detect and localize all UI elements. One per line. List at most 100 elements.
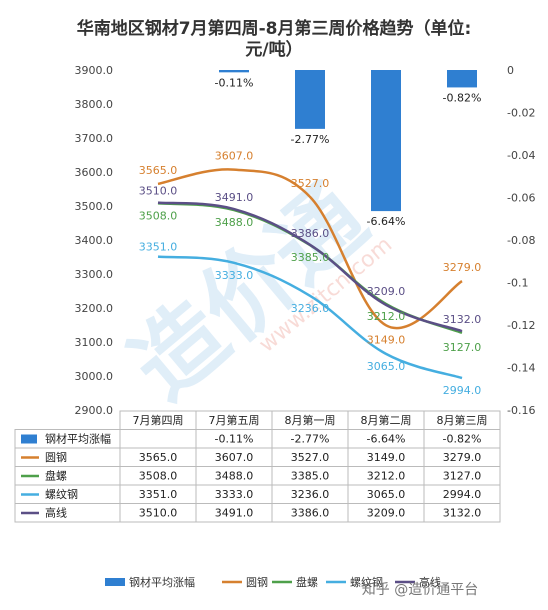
table-row-label: 钢材平均涨幅 (45, 432, 111, 446)
table-cell: 3132.0 (443, 507, 482, 520)
right-axis-tick-label: -0.1 (507, 277, 528, 290)
table-row-label: 螺纹钢 (45, 487, 78, 501)
data-label: 3333.0 (215, 269, 254, 282)
data-label: 2994.0 (443, 384, 482, 397)
table-cell: 3065.0 (367, 488, 406, 501)
table-cell: 2994.0 (443, 488, 482, 501)
left-axis-tick-label: 3600.0 (75, 166, 114, 179)
data-label: 3491.0 (215, 191, 254, 204)
left-axis-tick-label: 2900.0 (75, 404, 114, 417)
table-cell: 3607.0 (215, 451, 254, 464)
bar-data-label: -6.64% (367, 215, 406, 228)
legend-item-label: 圆钢 (246, 576, 268, 589)
table-cell: 3488.0 (215, 470, 254, 483)
table-cell: 3351.0 (139, 488, 178, 501)
data-label: 3065.0 (367, 360, 406, 373)
left-axis-tick-label: 3200.0 (75, 302, 114, 315)
table-cell: 3333.0 (215, 488, 254, 501)
left-axis-tick-label: 3500.0 (75, 200, 114, 213)
table-cell: 3149.0 (367, 451, 406, 464)
right-axis: -0.16 -0.14 -0.12 -0.1 -0.08 -0.06 -0.04 -0.02 0 (507, 64, 535, 417)
data-label: 3607.0 (215, 150, 254, 163)
line-series (157, 168, 463, 380)
legend-item-label: 盘螺 (296, 575, 318, 589)
bar-data-label: -2.77% (291, 133, 330, 146)
bar-mark (371, 70, 401, 212)
data-label: 3132.0 (443, 313, 482, 326)
table-cell: 3491.0 (215, 507, 254, 520)
table-cell: 3508.0 (139, 470, 178, 483)
right-axis-tick-label: -0.14 (507, 362, 535, 375)
series-line-4 (157, 201, 463, 333)
bar-data-label: -0.11% (215, 76, 254, 89)
data-label: 3209.0 (367, 285, 406, 298)
left-axis-tick-label: 3000.0 (75, 370, 114, 383)
data-label: 3488.0 (215, 216, 254, 229)
data-label: 3510.0 (139, 185, 178, 198)
table-cell: 3386.0 (291, 507, 330, 520)
table-cell: -0.82% (443, 433, 482, 446)
bar-mark (219, 70, 249, 73)
data-label: 3565.0 (139, 164, 178, 177)
bar-series (219, 70, 477, 212)
table-cell: -2.77% (291, 433, 330, 446)
table-cell: 3236.0 (291, 488, 330, 501)
left-axis-tick-label: 3300.0 (75, 268, 114, 281)
right-axis-tick-label: -0.02 (507, 107, 535, 120)
right-axis-tick-label: -0.04 (507, 149, 535, 162)
left-axis: 2900.0 3000.0 3100.0 3200.0 3300.0 3400.0 3500… (75, 64, 114, 417)
watermark-attribution: 知乎 @造价通平台 (362, 581, 478, 598)
table-cell: 3385.0 (291, 470, 330, 483)
table-cell: 3127.0 (443, 470, 482, 483)
table-cell: 3510.0 (139, 507, 178, 520)
table-row-label: 圆钢 (45, 451, 67, 464)
data-label: 3385.0 (291, 251, 330, 264)
table-header-cell: 7月第四周 (133, 413, 184, 427)
table-row-label: 高线 (45, 506, 67, 520)
table-cell: 3212.0 (367, 470, 406, 483)
table-header-cell: 8月第一周 (285, 413, 336, 427)
bar-mark (295, 70, 325, 129)
data-label: 3236.0 (291, 302, 330, 315)
data-label: 3386.0 (291, 227, 330, 240)
data-label: 3508.0 (139, 209, 178, 222)
table-cell: -0.11% (215, 433, 254, 446)
table-cell: 3279.0 (443, 451, 482, 464)
legend-item-label: 高线 (419, 575, 441, 589)
right-axis-tick-label: -0.06 (507, 192, 535, 205)
watermark: 造价通 www.zjtcn.com (112, 166, 397, 420)
right-axis-tick-label: 0 (507, 64, 514, 77)
data-label: 3127.0 (443, 341, 482, 354)
legend-item-label: 螺纹钢 (350, 575, 383, 589)
table-cell: 3565.0 (139, 451, 178, 464)
table-header-cell: 8月第三周 (437, 413, 488, 427)
data-label: 3212.0 (367, 310, 406, 323)
series-line-3 (157, 255, 463, 380)
table-cell: -6.64% (367, 433, 406, 446)
data-labels: 3565.0 3607.0 3527.0 3149.0 3279.0 3508.0 3488… (139, 76, 482, 397)
data-label: 3279.0 (443, 261, 482, 274)
data-label: 3527.0 (291, 177, 330, 190)
right-axis-tick-label: -0.12 (507, 319, 535, 332)
legend-item-label: 钢材平均涨幅 (129, 575, 195, 589)
left-axis-tick-label: 3900.0 (75, 64, 114, 77)
bar-mark (447, 70, 477, 88)
right-axis-tick-label: -0.16 (507, 404, 535, 417)
data-label: 3351.0 (139, 241, 178, 254)
table-cell: 3527.0 (291, 451, 330, 464)
legend: 钢材平均涨幅 圆钢 盘螺 螺纹钢 高线 (105, 575, 441, 589)
table-cell: 3209.0 (367, 507, 406, 520)
left-axis-tick-label: 3700.0 (75, 132, 114, 145)
left-axis-tick-label: 3800.0 (75, 98, 114, 111)
table-header-cell: 8月第二周 (361, 413, 412, 427)
left-axis-tick-label: 3400.0 (75, 234, 114, 247)
bar-data-label: -0.82% (443, 91, 482, 104)
table-header-cell: 7月第五周 (209, 413, 260, 427)
chart-title-line-1: 华南地区钢材7月第四周-8月第三周价格趋势（单位: (77, 18, 472, 39)
table-key-bar (21, 434, 37, 444)
data-label: 3149.0 (367, 333, 406, 346)
legend-key-bar (105, 578, 125, 586)
chart-title-line-2: 元/吨） (245, 39, 302, 60)
left-axis-tick-label: 3100.0 (75, 336, 114, 349)
